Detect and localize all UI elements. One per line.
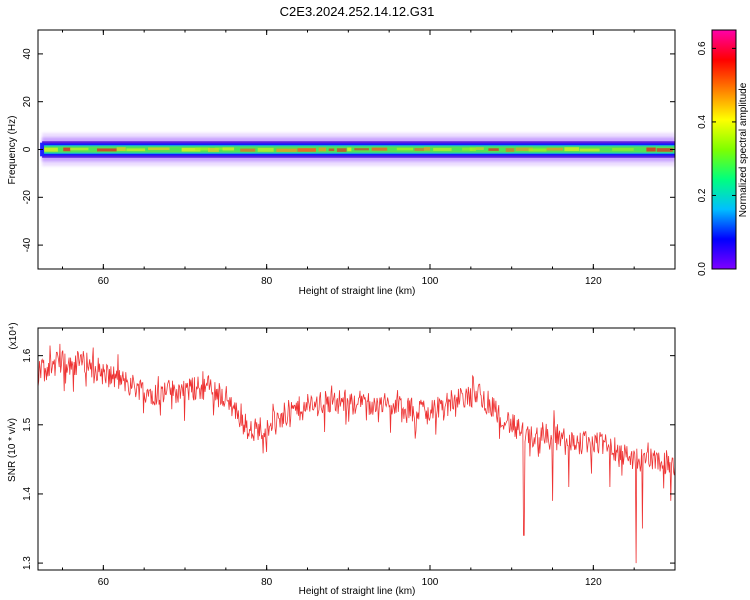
snr-xtick-label-0: 60 (98, 577, 110, 588)
spec-ytick-label-1: 20 (22, 96, 33, 108)
band-core-patch-15 (297, 148, 316, 152)
colorbar-tick-label-3: 0.6 (697, 41, 708, 55)
snr-xtick-label-1: 80 (261, 577, 273, 588)
snr-ytick-label-2: 1.5 (22, 417, 33, 431)
spec-xtick-label-1: 80 (261, 276, 273, 287)
snr-xtick-label-3: 120 (585, 577, 602, 588)
band-core-patch-29 (488, 148, 499, 151)
spec-xtick-label-0: 60 (98, 276, 110, 287)
snr-ytick-label-1: 1.4 (22, 487, 33, 501)
band-core-patch-4 (116, 147, 126, 151)
band-core-patch-8 (195, 147, 210, 151)
band-core-patch-33 (546, 147, 564, 151)
spec-xtick-label-3: 120 (585, 276, 602, 287)
band-core-patch-0 (42, 147, 58, 152)
band-core-patch-14 (276, 148, 297, 152)
band-core-patch-23 (414, 148, 425, 151)
band-core-patch-30 (505, 148, 515, 152)
spec-ytick-label-4: -40 (22, 237, 33, 252)
snr-ticks: 60 80 100 120 1.3 1.4 1.5 1.6 (22, 328, 676, 588)
band-core-patch-20 (354, 148, 369, 151)
colorbar-gradient (712, 30, 736, 269)
band-core-patch-31 (515, 147, 533, 151)
band-core-patch-17 (328, 148, 335, 152)
band-core-patch-35 (579, 148, 600, 152)
band-core-patch-9 (208, 148, 219, 152)
band-core-patch-6 (148, 147, 170, 151)
band-core-patch-19 (347, 147, 352, 152)
band-core-patch-7 (181, 147, 201, 152)
band-core-patch-13 (257, 147, 274, 152)
colorbar-tick-label-1: 0.2 (697, 188, 708, 202)
band-core-patch-38 (656, 148, 673, 152)
band-core-patch-27 (469, 147, 476, 151)
snr-ytick-label-0: 1.3 (22, 556, 33, 570)
spectrogram-xlabel: Height of straight line (km) (299, 286, 416, 297)
band-core-patch-11 (222, 147, 235, 151)
band-core-patch-26 (462, 147, 473, 151)
colorbar-tick-label-2: 0.4 (697, 115, 708, 129)
colorbar-tick-label-0: 0.0 (697, 262, 708, 276)
band-core-patch-12 (240, 148, 256, 152)
snr-ylabel: SNR (10 * v/v) (7, 418, 18, 482)
colorbar-frame (711, 29, 737, 270)
snr-panel: 60 80 100 120 1.3 1.4 1.5 1.6 Height of straigh… (7, 322, 676, 597)
band-core-patch-18 (336, 148, 347, 152)
snr-frame (37, 327, 676, 571)
spec-ytick-label-0: 40 (22, 48, 33, 60)
heatmap-band (40, 132, 675, 167)
snr-multiplier: (x10⁴) (8, 322, 19, 349)
band-core-patch-3 (96, 148, 117, 152)
band-core-patch-5 (126, 148, 146, 152)
band-core-patch-37 (646, 147, 656, 152)
snr-xtick-label-2: 100 (422, 577, 439, 588)
colorbar-label: Normalized spectral amplitude (738, 82, 749, 217)
spectrogram-ylabel: Frequency (Hz) (7, 116, 18, 185)
band-core-patch-28 (475, 147, 484, 150)
colorbar-ticks: 0.0 0.2 0.4 0.6 (697, 41, 736, 276)
band-core-patch-10 (214, 147, 224, 150)
spectrogram-ticks: 60 80 100 120 40 20 0 -20 -40 (22, 30, 676, 287)
spectrogram-panel: 60 80 100 120 40 20 0 -20 -40 Height of straight… (7, 29, 676, 297)
figure-title: C2E3.2024.252.14.12.G31 (280, 4, 435, 19)
band-core-patch-2 (70, 147, 89, 151)
spec-xtick-label-2: 100 (422, 276, 439, 287)
band-core-patch-25 (433, 147, 452, 151)
band-core-patch-34 (564, 147, 580, 152)
band-core-patch-1 (63, 147, 71, 152)
snr-series-line (38, 343, 675, 564)
band-core-patch-21 (371, 147, 388, 151)
snr-ytick-label-3: 1.6 (22, 348, 33, 362)
spec-ytick-label-3: -20 (22, 190, 33, 205)
band-core-patch-24 (423, 147, 431, 151)
band-core-patch-16 (318, 147, 327, 152)
band-core-patch-36 (612, 148, 634, 151)
colorbar: 0.0 0.2 0.4 0.6 Normalized spectral amplitu… (697, 29, 749, 276)
band-core-patch-22 (396, 147, 414, 151)
snr-xlabel: Height of straight line (km) (299, 586, 416, 597)
spec-ytick-label-2: 0 (22, 146, 33, 152)
band-core-patch-32 (528, 148, 547, 152)
